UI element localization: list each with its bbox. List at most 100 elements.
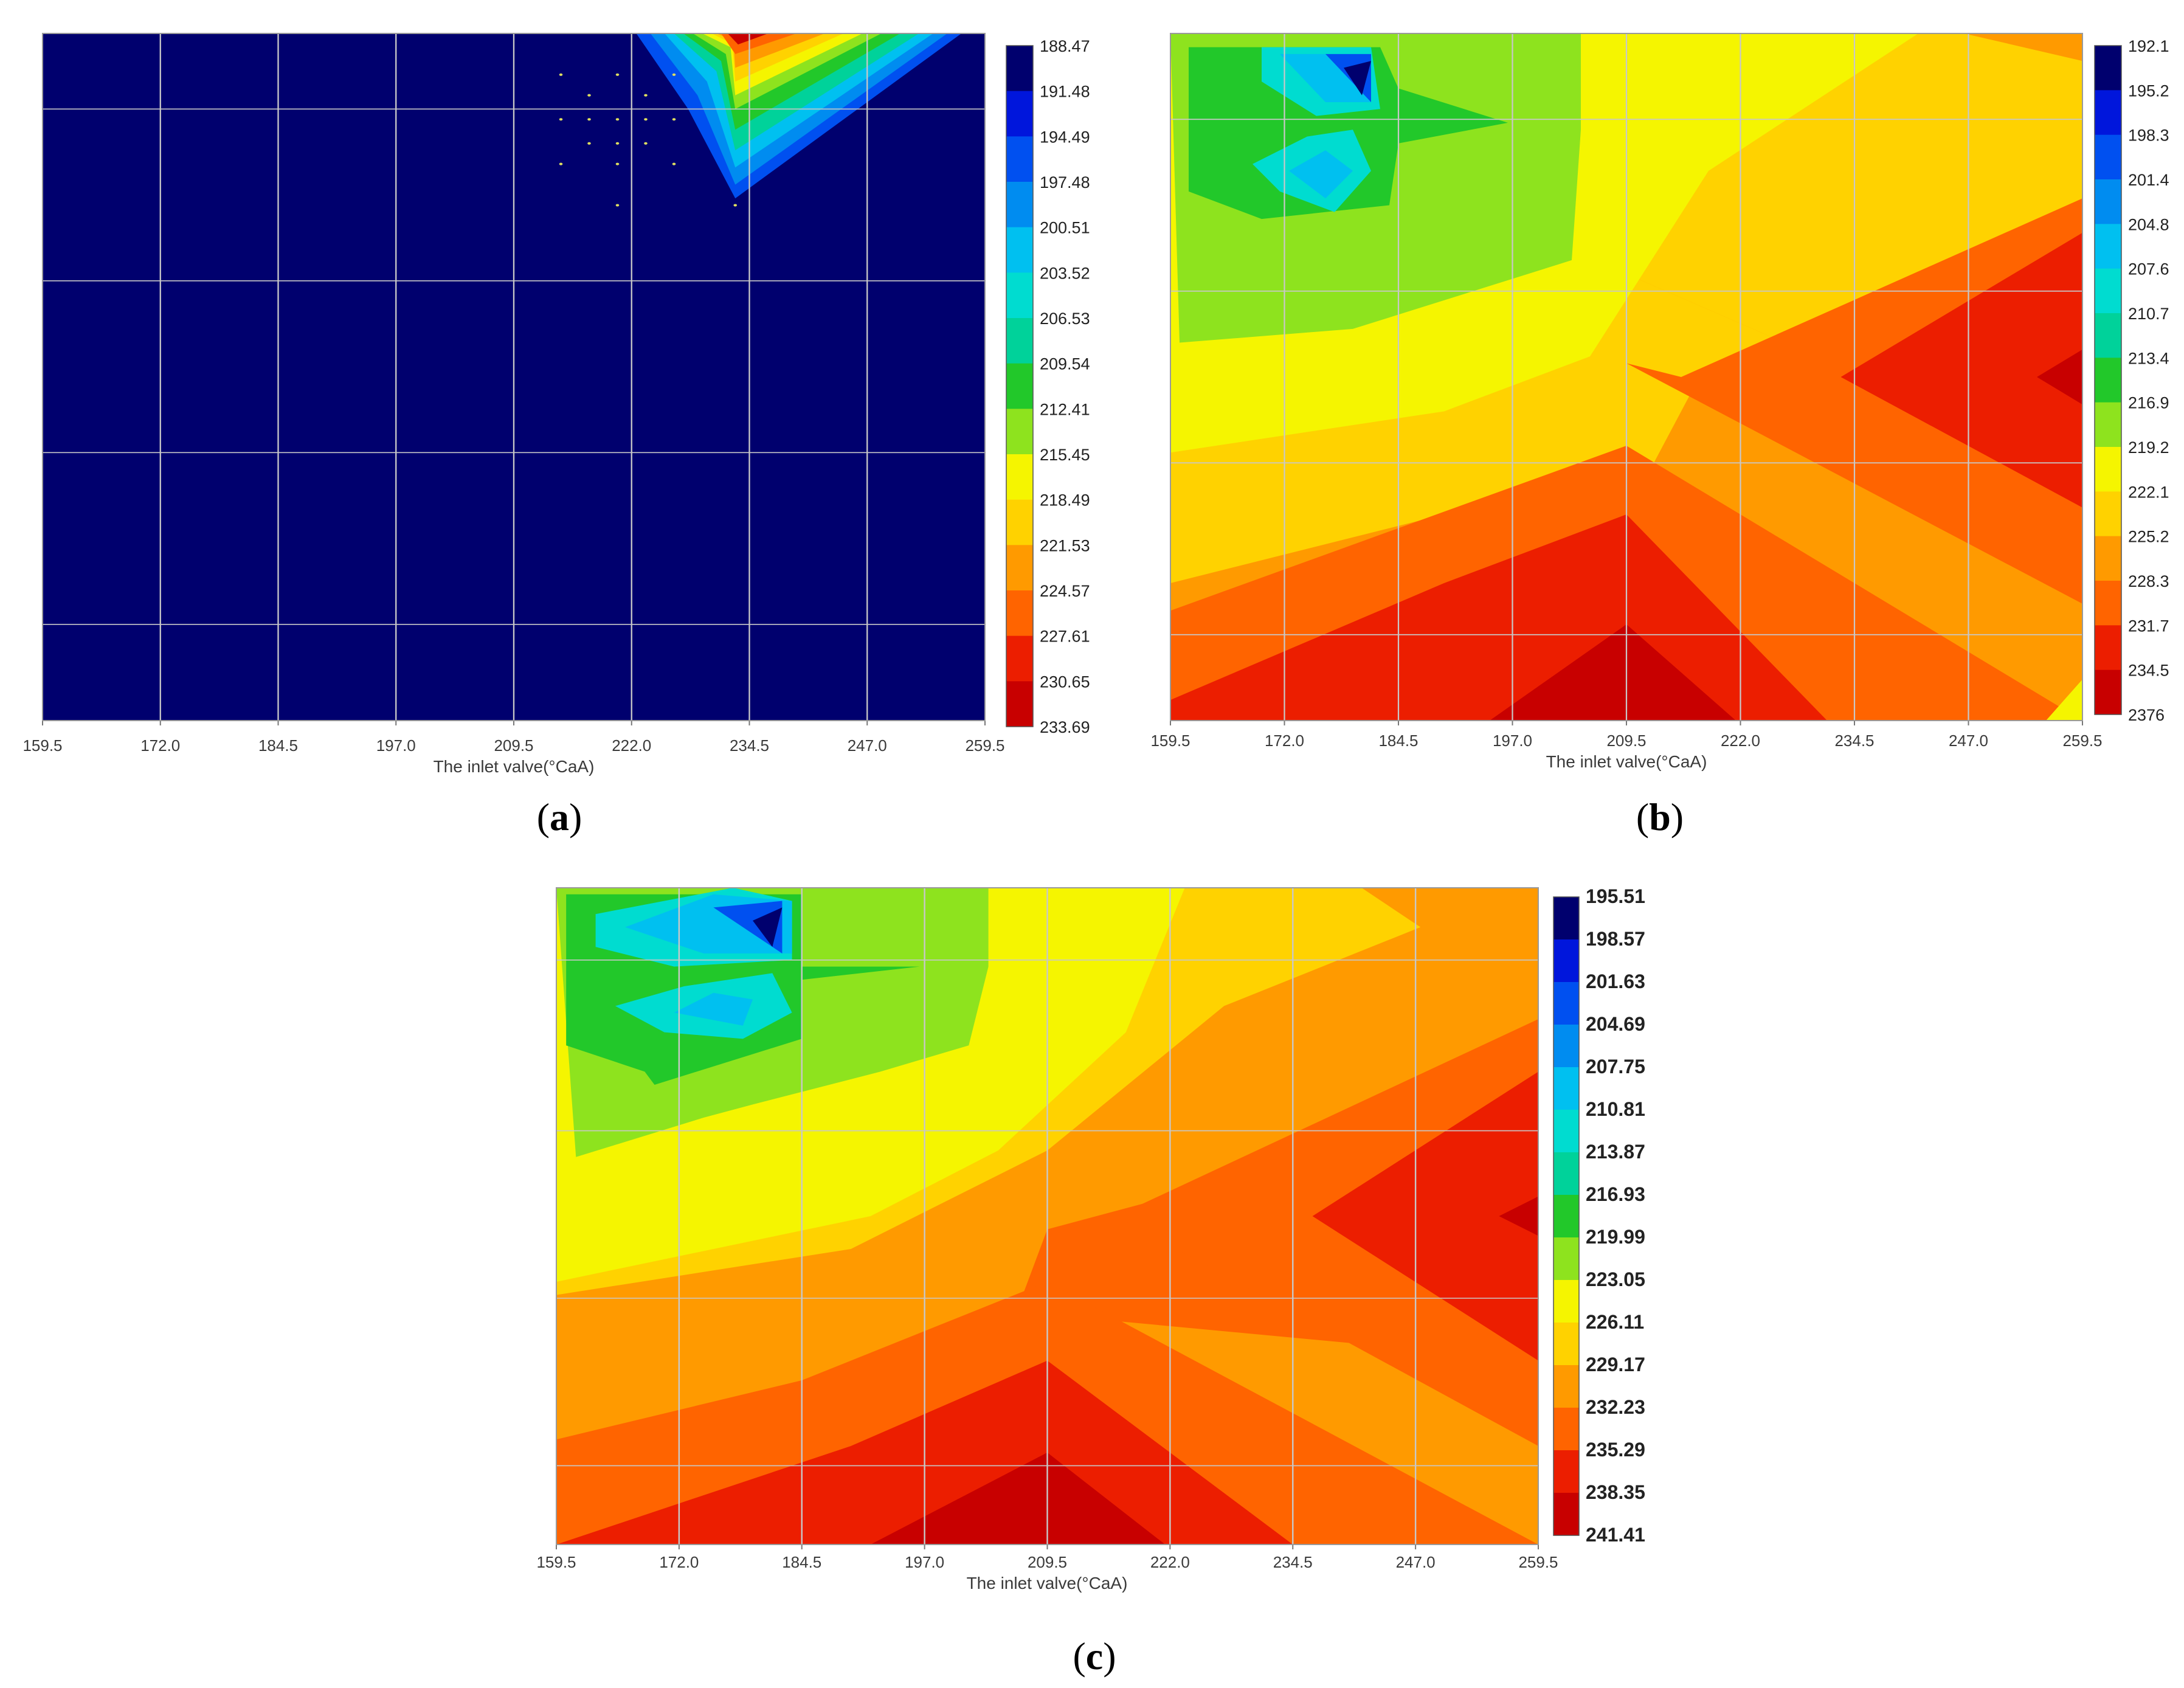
colorbar-tick-label: 188.47 xyxy=(1040,37,1090,55)
colorbar-segment xyxy=(2095,134,2121,180)
colorbar-tick-label: 230.65 xyxy=(1040,673,1090,691)
colorbar-tick-label: 206.53 xyxy=(1040,310,1090,328)
colorbar-segment xyxy=(2095,581,2121,626)
x-tick-label: 234.5 xyxy=(1273,1553,1313,1571)
panel-c-label: (c) xyxy=(1073,1634,1116,1678)
colorbar-tick-label: 227.61 xyxy=(1040,628,1090,646)
panel-a-band-dark-red xyxy=(727,33,769,45)
panel-b-colorbar: 192.1 195.2 198.3 201.4 204.8 207.6 210.7 213.4… xyxy=(2094,37,2169,724)
colorbar-segment xyxy=(1006,363,1033,409)
colorbar-tick-label: 226.11 xyxy=(1586,1311,1644,1333)
colorbar-tick-label: 209.54 xyxy=(1040,355,1090,373)
x-tick-label: 209.5 xyxy=(1606,732,1646,750)
panel-b-x-ticks: 159.5 172.0 184.5 197.0 209.5 222.0 234.5 247.0… xyxy=(1150,33,2103,750)
colorbar-tick-label: 195.2 xyxy=(2128,81,2169,100)
x-tick-label: 159.5 xyxy=(1150,732,1190,750)
colorbar-tick-label: 210.81 xyxy=(1586,1098,1645,1120)
colorbar-tick-label: 198.3 xyxy=(2128,126,2169,145)
colorbar-tick-label: 2376 xyxy=(2128,706,2165,724)
plot-frame xyxy=(556,887,1539,1545)
x-tick-label: 197.0 xyxy=(1493,732,1532,750)
panel-b-label: (b) xyxy=(1636,795,1684,839)
panel-a-grid xyxy=(43,33,985,721)
panel-c-band-redorange-right xyxy=(1116,1019,1538,1446)
colorbar-tick-label: 191.48 xyxy=(1040,83,1090,101)
colorbar-frame xyxy=(1553,896,1580,1536)
colorbar-segment xyxy=(2095,268,2121,314)
colorbar-segment xyxy=(1006,409,1033,455)
panel-c-band-navy-top xyxy=(753,907,783,947)
panel-c-x-ticks: 159.5 172.0 184.5 197.0 209.5 222.0 234.5 247.0… xyxy=(536,887,1558,1571)
x-tick-label: 197.0 xyxy=(376,736,416,755)
x-tick-label: 259.5 xyxy=(2062,732,2102,750)
colorbar-tick-label: 207.6 xyxy=(2128,260,2169,278)
colorbar-tick-label: 200.51 xyxy=(1040,219,1090,237)
colorbar-segment xyxy=(2095,447,2121,492)
colorbar-segment xyxy=(2095,491,2121,537)
panel-c-band-blue-top xyxy=(713,901,783,953)
colorbar-segment xyxy=(1006,681,1033,727)
colorbar-tick-label: 233.69 xyxy=(1040,718,1090,736)
colorbar-segment xyxy=(1553,939,1579,983)
colorbar-tick-label: 222.1 xyxy=(2128,483,2169,501)
colorbar-segment xyxy=(2095,90,2121,136)
colorbar-segment xyxy=(1006,590,1033,637)
panel-b-grid xyxy=(1170,33,2082,721)
colorbar-segment xyxy=(1006,635,1033,682)
colorbar-tick-label: 219.99 xyxy=(1586,1226,1645,1248)
colorbar-tick-label: 221.53 xyxy=(1040,536,1090,555)
colorbar-segment xyxy=(1006,499,1033,545)
colorbar-tick-label: 234.5 xyxy=(2128,662,2169,680)
colorbar-tick-label: 213.4 xyxy=(2128,349,2169,367)
colorbar-segment xyxy=(1553,1067,1579,1110)
panel-a-x-axis-label: The inlet valve(°CaA) xyxy=(434,757,595,776)
panel-b-band-cyan-mid xyxy=(1289,150,1353,199)
x-tick-label: 234.5 xyxy=(730,736,769,755)
x-tick-label: 172.0 xyxy=(659,1553,699,1571)
panel-c-band-darkred-right xyxy=(1499,1196,1538,1236)
colorbar-segment xyxy=(1006,227,1033,273)
x-tick-label: 172.0 xyxy=(140,736,180,755)
colorbar-segment xyxy=(1553,1195,1579,1238)
colorbar-tick-label: 203.52 xyxy=(1040,264,1090,282)
colorbar-segment xyxy=(1006,182,1033,228)
colorbar-segment xyxy=(2095,625,2121,671)
panel-b-chart: 159.5 172.0 184.5 197.0 209.5 222.0 234.5 247.0… xyxy=(1150,33,2169,839)
panel-b-band-darkred-right xyxy=(2037,349,2082,405)
x-tick-label: 172.0 xyxy=(1265,732,1304,750)
colorbar-tick-label: 224.57 xyxy=(1040,582,1090,600)
colorbar-tick-label: 215.45 xyxy=(1040,446,1090,464)
panel-a-plot-area xyxy=(43,33,985,721)
colorbar-segment xyxy=(2095,313,2121,358)
x-tick-label: 184.5 xyxy=(258,736,298,755)
colorbar-segment xyxy=(1006,318,1033,364)
colorbar-segment xyxy=(1553,1365,1579,1408)
colorbar-tick-label: 223.05 xyxy=(1586,1268,1645,1290)
panel-c-x-axis-label: The inlet valve(°CaA) xyxy=(967,1574,1128,1593)
x-tick-label: 184.5 xyxy=(782,1553,821,1571)
colorbar-segment xyxy=(2095,536,2121,581)
colorbar-tick-label: 231.7 xyxy=(2128,617,2169,635)
colorbar-tick-label: 213.87 xyxy=(1586,1141,1645,1163)
colorbar-segment xyxy=(1553,1323,1579,1366)
x-tick-label: 209.5 xyxy=(494,736,533,755)
colorbar-segment xyxy=(1006,91,1033,137)
x-tick-label: 247.0 xyxy=(848,736,887,755)
x-tick-label: 159.5 xyxy=(536,1553,576,1571)
colorbar-tick-label: 229.17 xyxy=(1586,1354,1645,1375)
colorbar-segment xyxy=(1006,545,1033,591)
colorbar-tick-label: 232.23 xyxy=(1586,1396,1645,1418)
colorbar-frame xyxy=(2094,45,2122,715)
panel-a-colorbar: 188.47 191.48 194.49 197.48 200.51 203.52 206.… xyxy=(1006,37,1090,736)
colorbar-tick-label: 194.49 xyxy=(1040,128,1090,146)
colorbar-segment xyxy=(1553,1110,1579,1153)
panel-a-sample-points xyxy=(559,73,738,207)
colorbar-segment xyxy=(2095,224,2121,269)
colorbar-segment xyxy=(1553,1408,1579,1451)
panel-b-x-axis-label: The inlet valve(°CaA) xyxy=(1546,752,1707,771)
colorbar-segment xyxy=(2095,402,2121,448)
colorbar-segment xyxy=(2095,46,2121,91)
colorbar-tick-label: 204.69 xyxy=(1586,1013,1645,1035)
colorbar-segment xyxy=(1006,136,1033,182)
colorbar-segment xyxy=(1553,1280,1579,1323)
